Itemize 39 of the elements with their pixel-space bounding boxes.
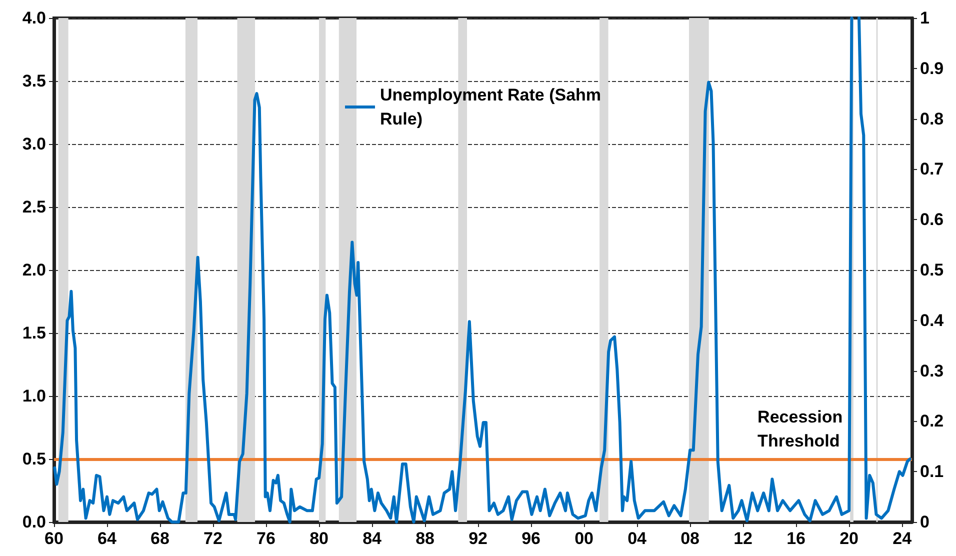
y-tick-label: 2.5: [22, 198, 46, 216]
y2-tick-label: 0.8: [920, 109, 944, 128]
x-tick-label: 80: [310, 529, 328, 548]
y2-tick-label: 0.1: [920, 462, 944, 482]
y-tick-label: 0.0: [22, 512, 46, 532]
x-tick-label: 92: [468, 529, 488, 548]
y-tick-label: 1.5: [22, 324, 46, 342]
y-tick-label: 0.5: [22, 450, 46, 468]
x-tick-label: 60: [44, 529, 64, 548]
x-tick-label: 76: [256, 529, 276, 548]
x-tick-label: 16: [786, 529, 806, 548]
x-tick-label: 24: [892, 529, 912, 548]
y2-tick-label: 0: [920, 512, 930, 532]
x-tick-label: 88: [416, 529, 434, 548]
ref-line-label: Recession Threshold: [758, 408, 848, 450]
x-tick-label: 72: [204, 529, 222, 548]
y-tick-label: 4.0: [22, 8, 46, 28]
y2-tick-label: 0.2: [920, 412, 944, 431]
y2-tick-label: 0.6: [920, 210, 944, 230]
y2-tick-label: 0.4: [920, 310, 944, 330]
x-tick-label: 96: [522, 529, 540, 548]
x-tick-label: 64: [98, 529, 117, 548]
y2-tick-label: 0.3: [920, 361, 944, 380]
legend-label: Unemployment Rate (Sahm Rule): [380, 86, 606, 128]
y-tick-label: 3.0: [22, 134, 46, 154]
y-tick-label: 3.5: [22, 72, 46, 90]
y2-tick-label: 1: [920, 8, 930, 28]
y2-tick-label: 0.7: [920, 160, 944, 179]
x-tick-label: 68: [150, 529, 170, 548]
y2-tick-label: 0.5: [920, 260, 944, 280]
y2-tick-label: 0.9: [920, 58, 944, 78]
x-tick-label: 12: [734, 529, 753, 548]
x-tick-label: 04: [628, 529, 648, 548]
y-tick-label: 2.0: [22, 260, 46, 280]
x-tick-label: 08: [680, 529, 700, 548]
x-tick-label: 00: [574, 529, 594, 548]
x-tick-label: 20: [840, 529, 859, 548]
x-tick-label: 84: [362, 529, 382, 548]
y-tick-label: 1.0: [22, 386, 46, 406]
